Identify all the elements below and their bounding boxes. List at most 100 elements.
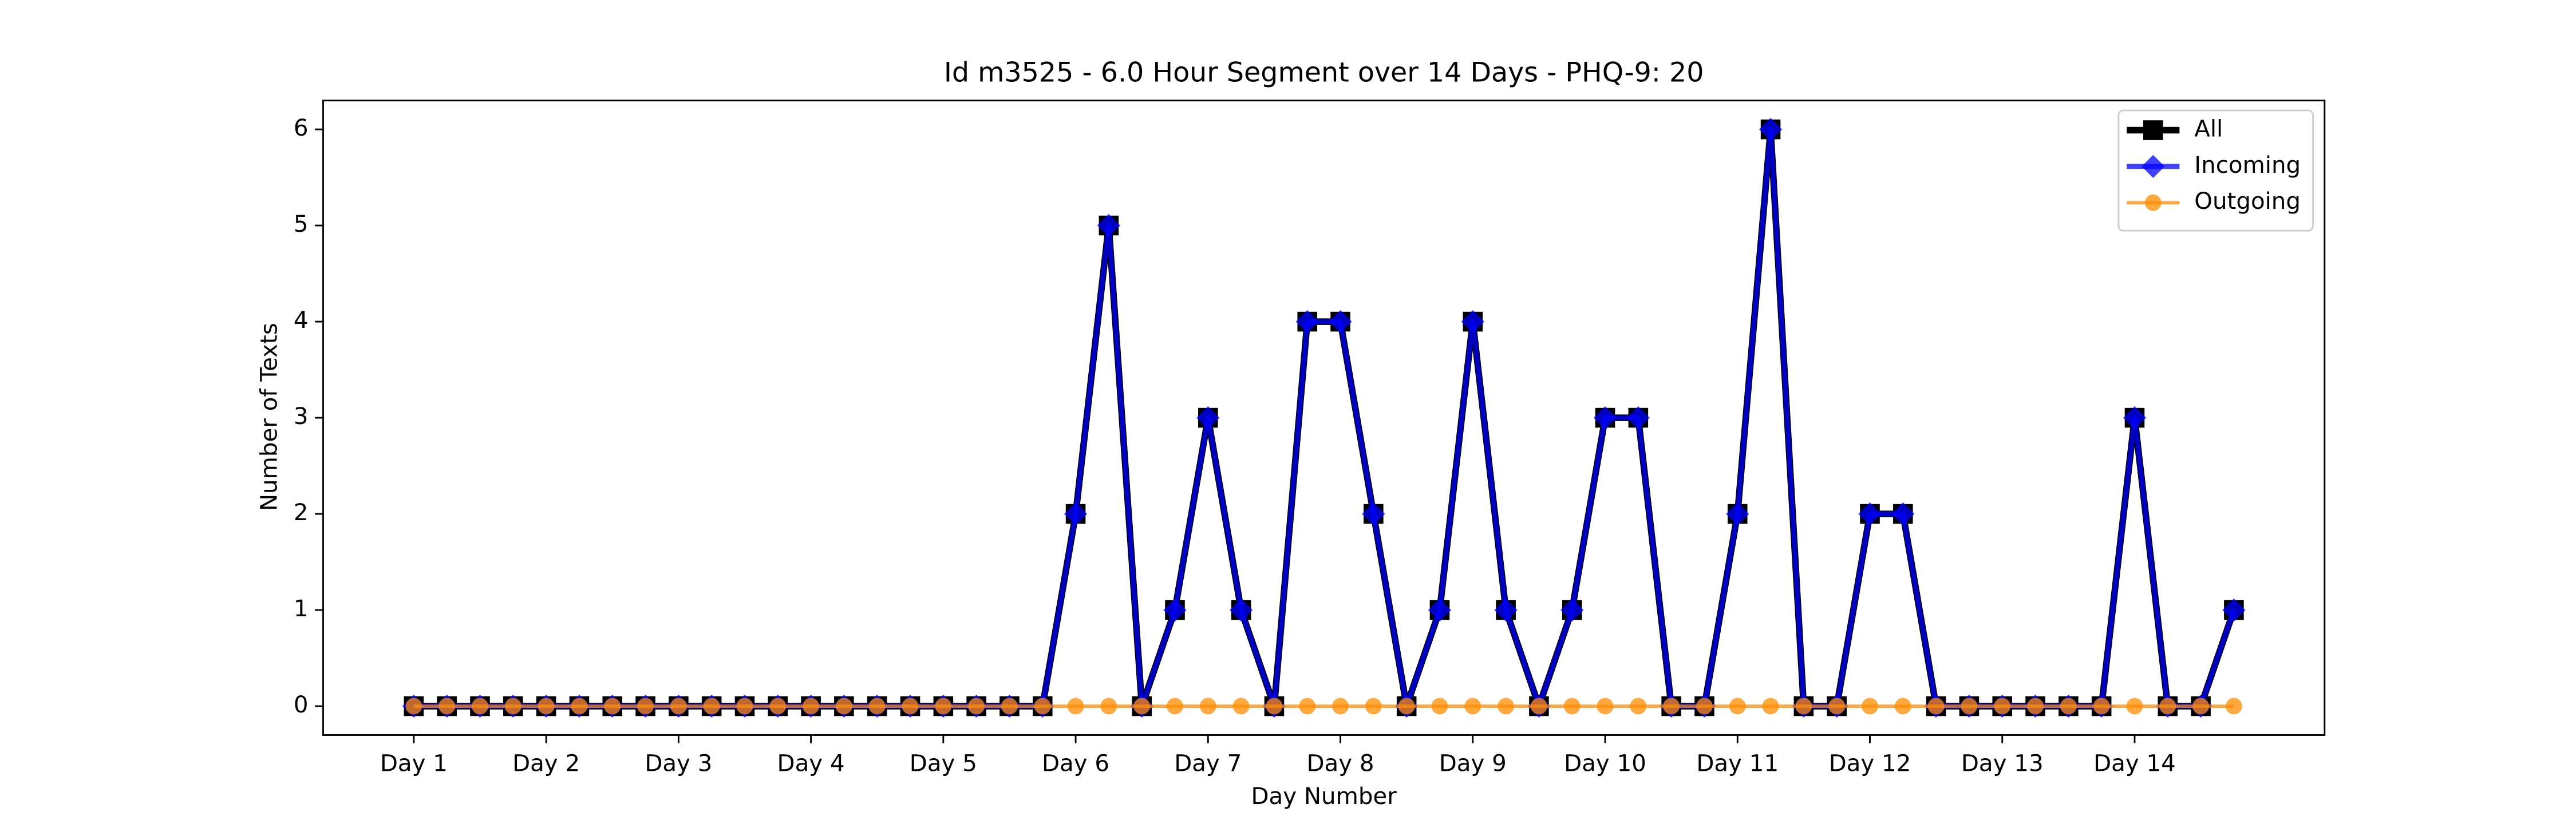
- data-point: [604, 698, 621, 715]
- data-point: [1729, 698, 1746, 715]
- data-point: [1365, 698, 1382, 715]
- data-point: [736, 698, 753, 715]
- y-tick-label: 1: [294, 595, 309, 622]
- data-point: [2159, 698, 2176, 715]
- x-tick-label: Day 3: [645, 750, 712, 777]
- data-point: [803, 698, 819, 715]
- y-tick-label: 3: [294, 403, 309, 430]
- data-point: [1862, 698, 1878, 715]
- data-point: [1097, 213, 1121, 237]
- x-tick-label: Day 14: [2093, 750, 2176, 777]
- legend-marker: [2143, 120, 2163, 140]
- data-point: [1494, 598, 1518, 622]
- data-point: [571, 698, 588, 715]
- data-point: [1064, 502, 1088, 526]
- y-tick-label: 2: [294, 499, 309, 526]
- data-point: [1398, 698, 1415, 715]
- x-tick-label: Day 11: [1696, 750, 1779, 777]
- y-tick-label: 5: [294, 211, 309, 237]
- data-point: [1196, 406, 1220, 430]
- data-point: [2123, 406, 2147, 430]
- data-point: [2126, 698, 2143, 715]
- data-point: [769, 698, 787, 715]
- data-point: [1563, 698, 1581, 715]
- data-point: [1828, 698, 1846, 715]
- data-point: [1428, 598, 1452, 622]
- data-point: [968, 698, 985, 715]
- data-point: [1795, 698, 1812, 715]
- x-tick-label: Day 2: [512, 750, 580, 777]
- data-point: [2226, 698, 2242, 715]
- chart-title: Id m3525 - 6.0 Hour Segment over 14 Days…: [944, 57, 1704, 89]
- plot-frame: [322, 100, 2326, 736]
- data-point: [2222, 598, 2246, 622]
- data-point: [1199, 698, 1216, 715]
- data-point: [2192, 698, 2209, 715]
- y-tick-label: 4: [294, 307, 309, 334]
- data-point: [1560, 598, 1584, 622]
- x-tick-label: Day 5: [910, 750, 977, 777]
- data-point: [1858, 502, 1882, 526]
- data-point: [1759, 117, 1783, 141]
- data-point: [1630, 698, 1647, 715]
- data-point: [438, 698, 456, 715]
- data-point: [1464, 698, 1481, 715]
- data-point: [935, 698, 952, 715]
- y-axis-label: Number of Texts: [255, 323, 282, 511]
- data-point: [1461, 310, 1484, 334]
- data-point: [1266, 698, 1283, 715]
- data-point: [1726, 502, 1749, 526]
- data-point: [2027, 698, 2044, 715]
- data-point: [836, 698, 852, 715]
- data-point: [472, 698, 488, 715]
- data-point: [538, 698, 555, 715]
- data-point: [2093, 698, 2110, 715]
- legend-marker: [2144, 194, 2162, 211]
- data-point: [868, 698, 886, 715]
- data-point: [504, 698, 521, 715]
- legend-label: Incoming: [2194, 152, 2301, 179]
- data-point: [1362, 502, 1385, 526]
- data-point: [1894, 698, 1911, 715]
- data-point: [2060, 698, 2077, 715]
- data-point: [1531, 698, 1547, 715]
- data-point: [1067, 698, 1084, 715]
- data-point: [703, 698, 720, 715]
- data-point: [1961, 698, 1978, 715]
- data-point: [1431, 698, 1448, 715]
- legend-label: Outgoing: [2194, 188, 2301, 215]
- data-point: [1167, 698, 1183, 715]
- data-point: [405, 698, 422, 715]
- data-point: [1696, 698, 1713, 715]
- data-point: [1663, 698, 1680, 715]
- legend-frame: [2117, 109, 2314, 232]
- data-point: [1332, 698, 1349, 715]
- data-point: [1229, 598, 1253, 622]
- x-tick-label: Day 12: [1829, 750, 1911, 777]
- data-point: [1163, 598, 1187, 622]
- data-point: [1891, 502, 1915, 526]
- data-point: [902, 698, 919, 715]
- x-tick-label: Day 13: [1961, 750, 2044, 777]
- data-point: [1100, 698, 1117, 715]
- x-tick-label: Day 1: [380, 750, 448, 777]
- y-tick-label: 6: [294, 114, 309, 141]
- data-point: [1299, 698, 1316, 715]
- data-point: [1232, 698, 1250, 715]
- x-tick-label: Day 8: [1307, 750, 1374, 777]
- data-point: [1597, 698, 1614, 715]
- x-tick-label: Day 4: [777, 750, 845, 777]
- data-point: [1994, 698, 2011, 715]
- data-point: [1133, 698, 1151, 715]
- x-tick-label: Day 10: [1564, 750, 1646, 777]
- data-point: [1329, 310, 1352, 334]
- y-tick-label: 0: [294, 691, 309, 718]
- x-tick-label: Day 9: [1439, 750, 1507, 777]
- data-point: [1927, 698, 1945, 715]
- data-point: [1762, 698, 1779, 715]
- x-tick-label: Day 6: [1042, 750, 1109, 777]
- legend: All Incoming Outgoing: [2117, 109, 2314, 232]
- data-point: [1295, 310, 1319, 334]
